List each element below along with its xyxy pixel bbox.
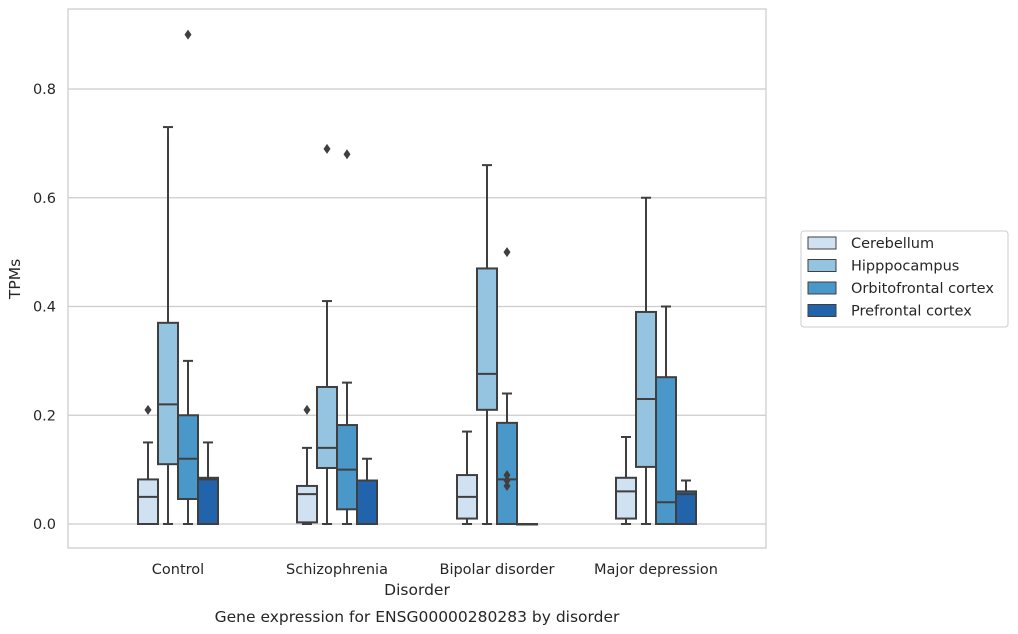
x-tick-label: Bipolar disorder [440,562,555,578]
box-element [316,143,338,525]
legend-label: Orbitofrontal cortex [851,281,994,297]
outlier-point [503,475,511,486]
box-element [456,430,478,525]
legend: Cerebellum Hipppocampus Orbitofrontal cort… [800,230,1009,328]
y-tick-label: 0.2 [33,408,56,424]
box-element [655,305,677,525]
box-element [615,436,637,525]
legend-swatch [807,304,837,317]
x-tick-label: Schizophrenia [286,562,388,578]
legend-swatch [807,281,837,295]
box-iqr [356,479,378,525]
box-iqr [177,414,199,500]
outlier-point [503,470,511,481]
box-element [496,247,518,525]
x-axis-ticks: Control Schizophrenia Bipolar disorder Majo… [152,562,718,578]
box-groups [137,29,697,526]
box-element [675,479,697,525]
x-tick-label: Control [152,562,204,578]
box-element [177,29,199,525]
box-iqr [675,490,697,525]
y-tick-label: 0.4 [33,300,56,316]
box-element [356,457,378,525]
box-iqr [316,385,338,469]
y-axis-label: TPMs [6,259,24,300]
box-element [296,404,318,525]
box-element [137,404,159,526]
box-element [197,441,219,525]
legend-label: Hipppocampus [851,259,959,275]
box-iqr [137,478,159,526]
legend-items: Cerebellum Hipppocampus Orbitofrontal cort… [807,236,994,320]
outlier-point [184,29,192,40]
outlier-point [323,143,331,154]
box-iqr [157,321,179,466]
y-axis-ticks: 0.0 0.2 0.4 0.6 0.8 [33,82,56,533]
box-iqr [655,376,677,525]
legend-swatch [807,236,837,250]
box-iqr [336,424,358,511]
x-axis-label: Disorder [384,581,450,599]
legend-swatch [807,259,837,272]
y-tick-label: 0.6 [33,191,56,207]
x-tick-label: Major depression [594,562,718,578]
box-iqr [615,476,637,520]
box-element [516,523,538,526]
outlier-point [503,480,511,491]
outlier-point [343,149,351,160]
box-iqr [635,310,657,468]
box-iqr [197,476,219,525]
box-element [157,126,179,525]
y-tick-label: 0.8 [33,82,56,98]
box-element [635,196,657,525]
legend-frame [800,230,1009,328]
legend-label: Cerebellum [851,236,934,252]
box-iqr [476,267,498,411]
box-iqr [296,484,318,524]
box-element [336,149,358,525]
outlier-point [503,247,511,258]
box-element [476,164,498,525]
chart-caption: Gene expression for ENSG00000280283 by d… [215,608,620,626]
y-tick-label: 0.0 [33,517,56,533]
outlier-point [303,404,311,415]
outlier-point [144,404,152,415]
legend-label: Prefrontal cortex [851,304,972,320]
